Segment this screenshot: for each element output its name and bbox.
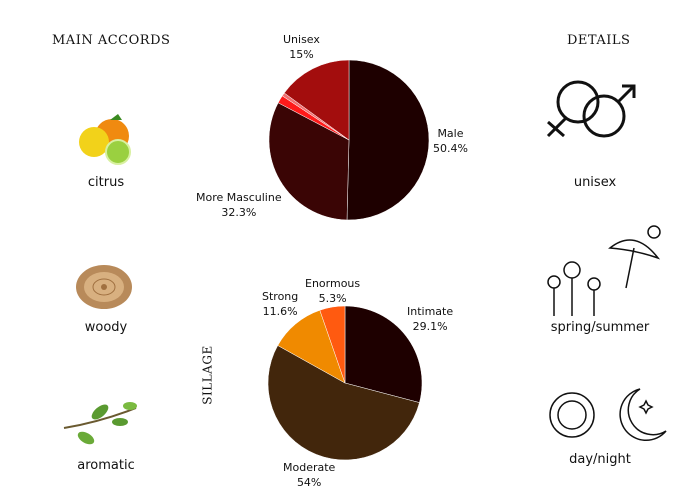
pie1-slice-male: [346, 59, 430, 221]
detail-season: spring/summer: [550, 320, 650, 335]
pie1-label-male: Male 50.4%: [433, 127, 468, 155]
detail-unisex: unisex: [573, 175, 617, 190]
gender-symbols-icon: [546, 80, 636, 138]
pie2-slice-enormous: [319, 305, 346, 384]
flowers-umbrella-sun-icon: [547, 225, 661, 316]
detail-time: day/night: [569, 452, 631, 467]
pie1-label-unisex: Unisex 15%: [283, 33, 320, 61]
accord-citrus: citrus: [87, 175, 125, 190]
herb-sprig-icon: [63, 402, 137, 445]
citrus-fruit-icon: [79, 114, 131, 165]
pie2-label-enormous: Enormous 5.3%: [305, 277, 361, 305]
pie2-slice-moderate: [267, 345, 420, 461]
pie1-slice-unisex: [283, 59, 350, 141]
pie1-slice-more-masculine: [268, 102, 350, 221]
pie2-label-moderate: Moderate 54%: [283, 461, 336, 489]
accord-woody: woody: [84, 320, 128, 335]
sillage-label: SILLAGE: [200, 345, 215, 405]
main-accords-title: MAIN ACCORDS: [52, 33, 171, 48]
pie2-slice-intimate: [344, 305, 423, 403]
pie1-label-more-masculine: More Masculine 32.3%: [196, 191, 282, 219]
pie2-label-intimate: Intimate 29.1%: [407, 305, 454, 333]
sun-moon-icon: [549, 388, 667, 441]
accord-aromatic: aromatic: [77, 458, 135, 473]
pie2-label-strong: Strong 11.6%: [262, 290, 299, 318]
wood-slice-icon: [76, 265, 132, 309]
details-title: DETAILS: [567, 33, 631, 48]
